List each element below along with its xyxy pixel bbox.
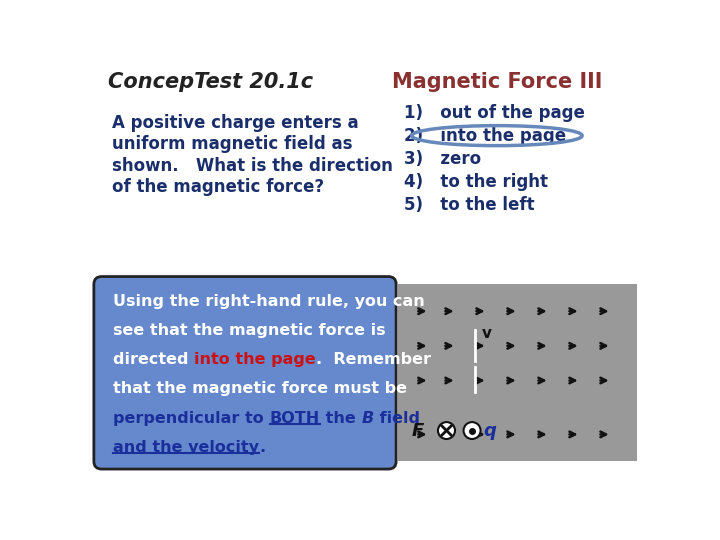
Text: of the magnetic force?: of the magnetic force? [112, 178, 324, 196]
Text: 1)   out of the page: 1) out of the page [404, 104, 585, 122]
Text: the: the [320, 411, 361, 426]
Text: q: q [483, 422, 496, 440]
Text: Magnetic Force III: Magnetic Force III [392, 72, 603, 92]
Text: A positive charge enters a: A positive charge enters a [112, 113, 359, 132]
Text: v: v [482, 326, 491, 341]
Text: and the velocity: and the velocity [113, 440, 259, 455]
Text: .  Remember: . Remember [316, 352, 431, 367]
Text: 2)   into the page: 2) into the page [404, 127, 566, 145]
Text: B: B [361, 411, 374, 426]
Circle shape [464, 422, 481, 439]
Text: 5)   to the left: 5) to the left [404, 196, 534, 214]
Text: 3)   zero: 3) zero [404, 150, 481, 168]
Text: that the magnetic force must be: that the magnetic force must be [113, 381, 408, 396]
Text: field: field [374, 411, 420, 426]
Text: .: . [259, 440, 266, 455]
Text: perpendicular to: perpendicular to [113, 411, 269, 426]
Text: ConcepTest 20.1c: ConcepTest 20.1c [107, 72, 312, 92]
Text: directed: directed [113, 352, 194, 367]
Text: Using the right-hand rule, you can: Using the right-hand rule, you can [113, 294, 425, 309]
Text: 4)   to the right: 4) to the right [404, 173, 548, 191]
Circle shape [438, 422, 455, 439]
Text: into the page: into the page [194, 352, 316, 367]
Text: uniform magnetic field as: uniform magnetic field as [112, 135, 352, 153]
Text: shown.   What is the direction: shown. What is the direction [112, 157, 392, 174]
Text: BOTH: BOTH [269, 411, 320, 426]
FancyBboxPatch shape [94, 276, 396, 469]
Text: see that the magnetic force is: see that the magnetic force is [113, 323, 386, 338]
FancyBboxPatch shape [398, 284, 637, 461]
Text: F: F [412, 422, 424, 440]
